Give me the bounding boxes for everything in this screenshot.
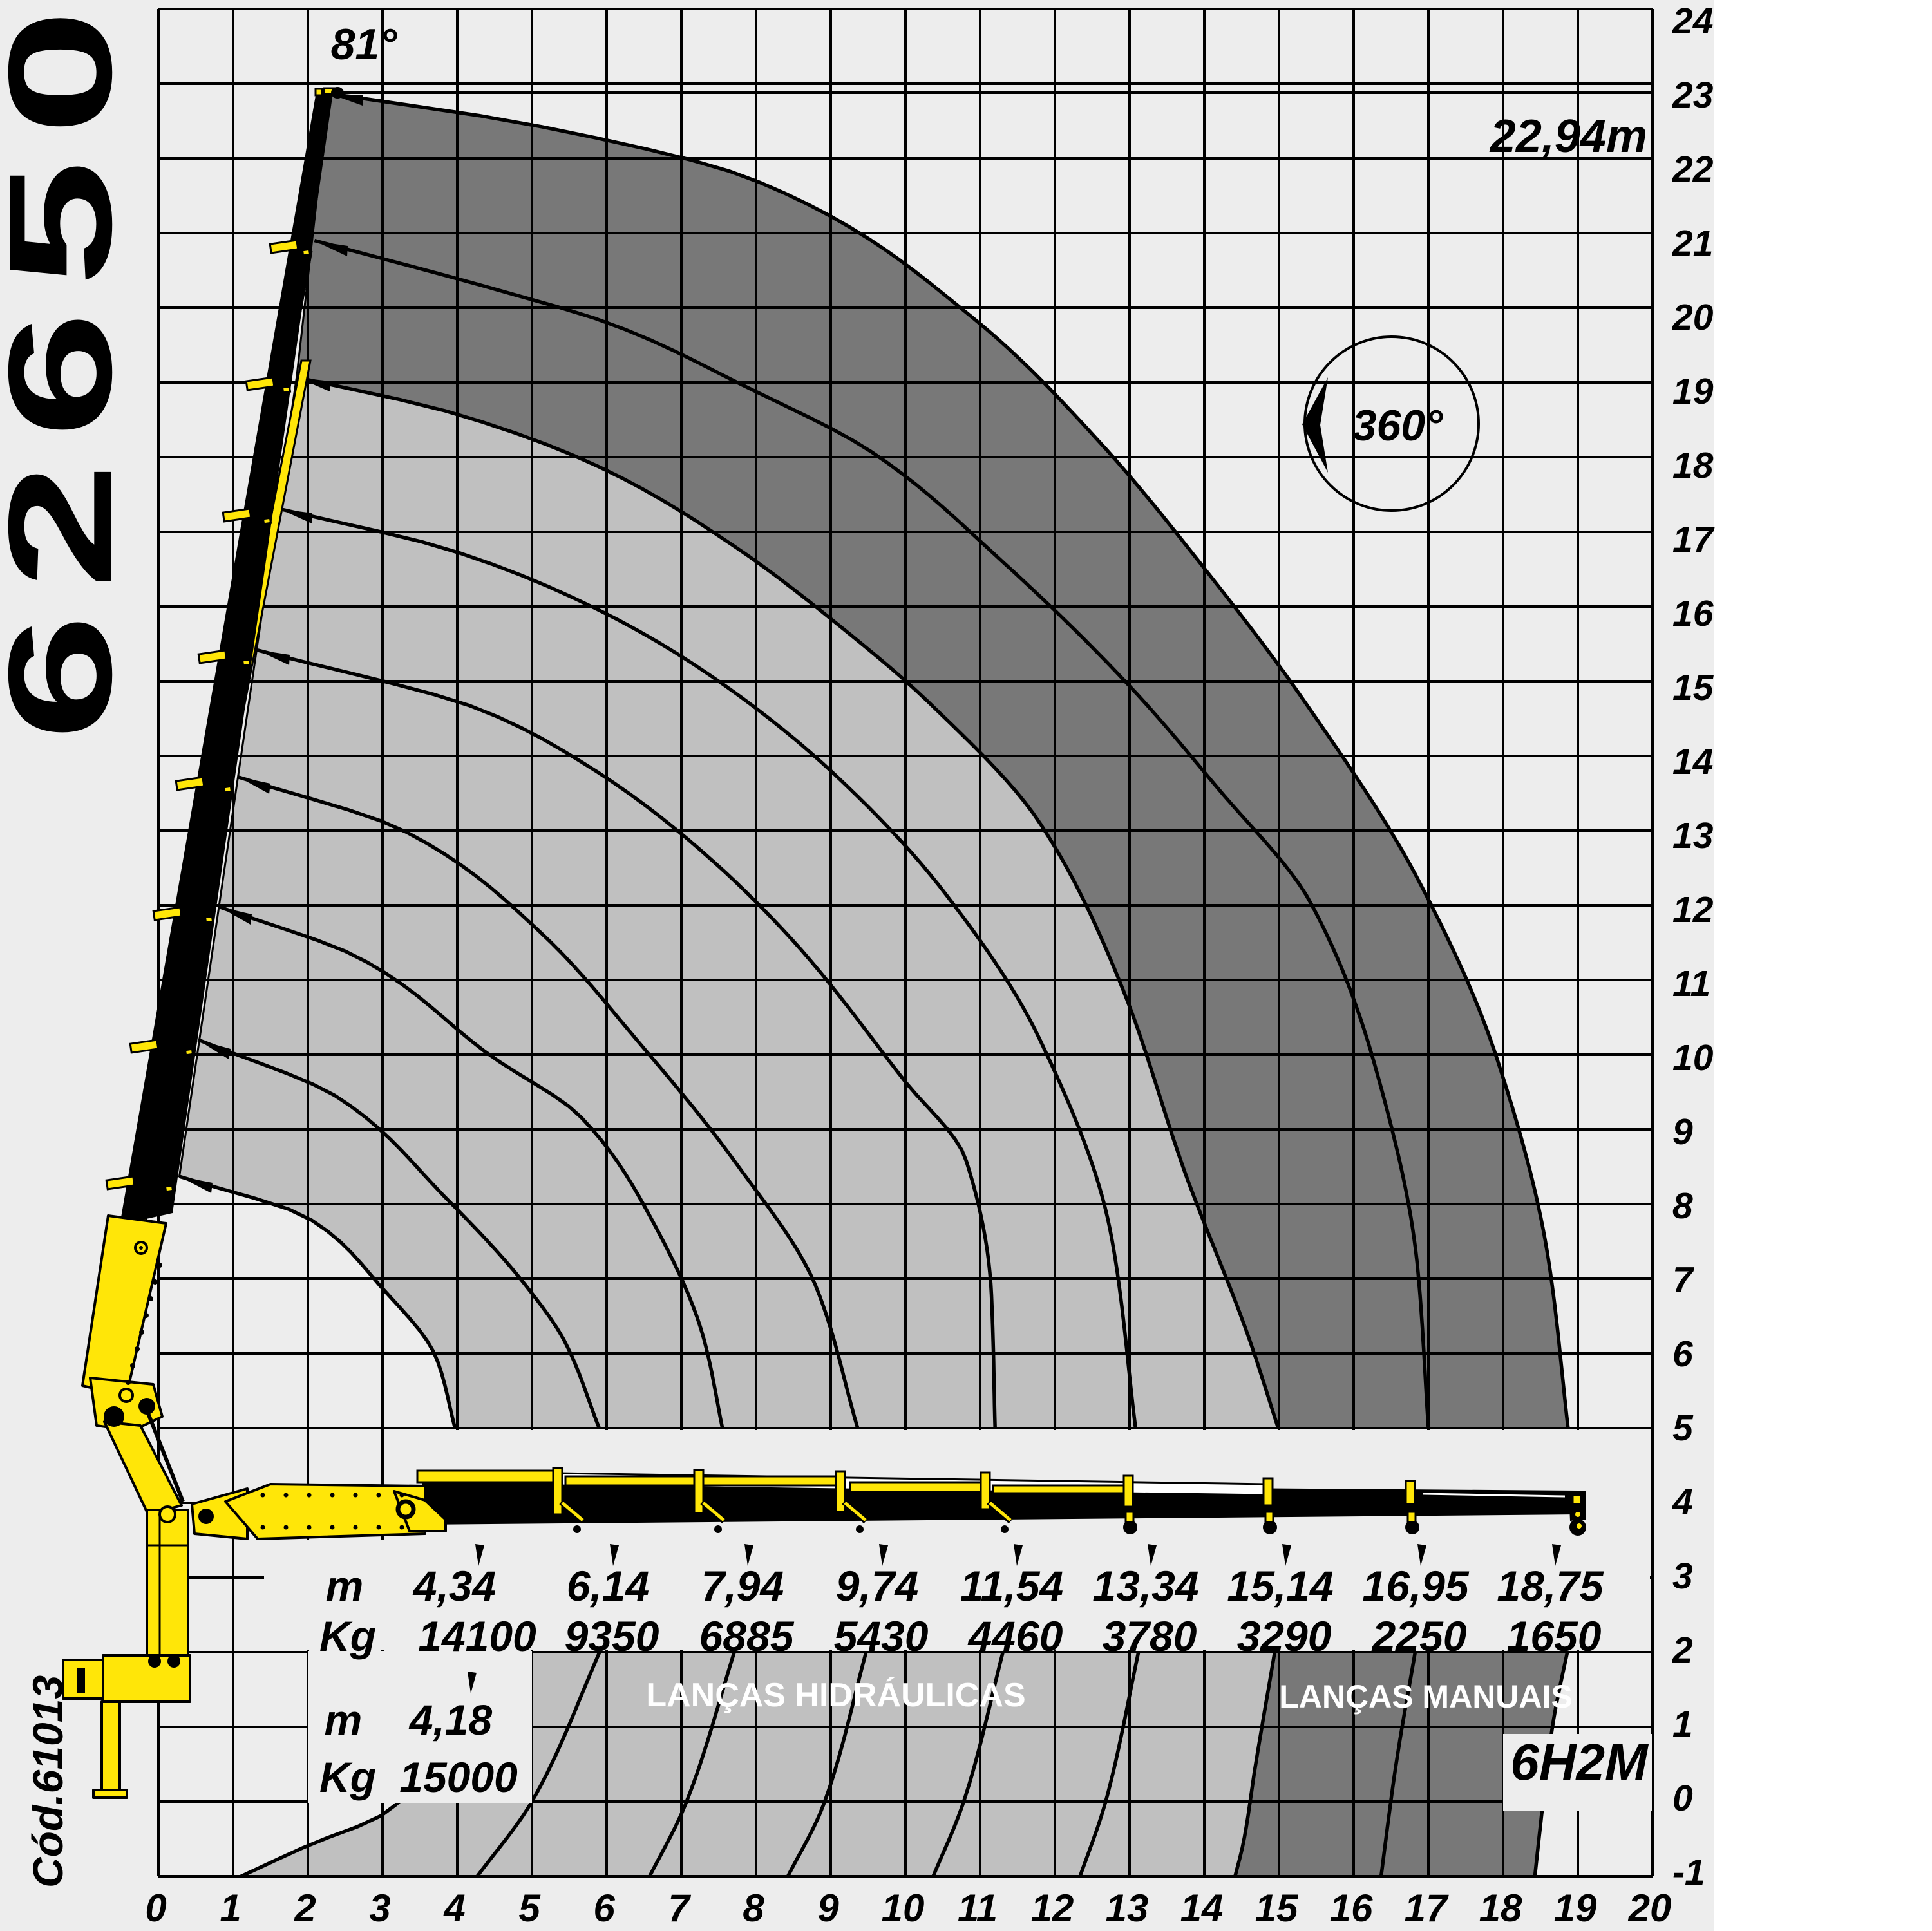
svg-text:18,75: 18,75 xyxy=(1497,1562,1604,1610)
svg-text:11: 11 xyxy=(958,1887,998,1930)
svg-text:5430: 5430 xyxy=(834,1612,929,1660)
svg-text:7: 7 xyxy=(1672,1259,1694,1301)
svg-text:20: 20 xyxy=(1628,1887,1672,1930)
svg-text:5: 5 xyxy=(1672,1408,1694,1449)
svg-text:6: 6 xyxy=(0,312,142,438)
svg-text:81°: 81° xyxy=(331,20,398,69)
svg-text:14: 14 xyxy=(1180,1887,1224,1930)
svg-text:4460: 4460 xyxy=(967,1612,1063,1660)
svg-text:12: 12 xyxy=(1031,1887,1074,1930)
svg-text:360°: 360° xyxy=(1352,401,1443,450)
svg-text:7,94: 7,94 xyxy=(701,1562,784,1610)
svg-text:8: 8 xyxy=(743,1887,764,1930)
svg-text:13: 13 xyxy=(1106,1887,1149,1930)
svg-text:4: 4 xyxy=(1672,1482,1693,1523)
svg-text:Cód.61013: Cód.61013 xyxy=(24,1675,71,1888)
svg-text:14: 14 xyxy=(1672,741,1713,782)
svg-text:-1: -1 xyxy=(1672,1852,1705,1893)
svg-text:3780: 3780 xyxy=(1103,1612,1197,1660)
svg-text:10: 10 xyxy=(1672,1037,1714,1079)
svg-text:9: 9 xyxy=(817,1887,839,1930)
svg-text:Kg: Kg xyxy=(319,1753,376,1801)
svg-text:24: 24 xyxy=(1672,1,1713,42)
svg-text:15: 15 xyxy=(1672,667,1714,708)
svg-text:15,14: 15,14 xyxy=(1227,1562,1333,1610)
svg-text:11: 11 xyxy=(1672,963,1710,1004)
svg-text:6: 6 xyxy=(0,614,142,741)
svg-text:6,14: 6,14 xyxy=(567,1562,649,1610)
svg-text:11,54: 11,54 xyxy=(960,1562,1063,1610)
svg-text:14100: 14100 xyxy=(418,1612,536,1660)
svg-text:4,18: 4,18 xyxy=(408,1696,493,1744)
svg-text:2: 2 xyxy=(294,1887,316,1930)
svg-text:LANÇAS HIDRÁULICAS: LANÇAS HIDRÁULICAS xyxy=(646,1677,1025,1714)
svg-text:15: 15 xyxy=(1255,1887,1299,1930)
svg-text:2: 2 xyxy=(1672,1630,1693,1671)
svg-text:12: 12 xyxy=(1672,889,1714,930)
svg-text:22,94m: 22,94m xyxy=(1489,111,1647,162)
svg-text:6885: 6885 xyxy=(699,1612,795,1660)
svg-text:16,95: 16,95 xyxy=(1362,1562,1469,1610)
svg-text:9350: 9350 xyxy=(565,1612,659,1660)
svg-text:1: 1 xyxy=(1672,1704,1693,1745)
svg-text:22: 22 xyxy=(1672,149,1714,190)
svg-text:19: 19 xyxy=(1554,1887,1597,1930)
svg-text:9,74: 9,74 xyxy=(836,1562,918,1610)
svg-text:5: 5 xyxy=(0,160,142,287)
svg-text:0: 0 xyxy=(1672,1778,1693,1819)
svg-text:8: 8 xyxy=(1672,1185,1693,1227)
svg-text:18: 18 xyxy=(1479,1887,1522,1930)
svg-text:3: 3 xyxy=(1672,1556,1693,1597)
svg-text:Kg: Kg xyxy=(319,1612,376,1660)
svg-text:6H2M: 6H2M xyxy=(1510,1733,1649,1791)
svg-text:13,34: 13,34 xyxy=(1092,1562,1198,1610)
svg-text:4: 4 xyxy=(443,1887,465,1930)
svg-text:13: 13 xyxy=(1672,815,1714,856)
svg-text:15000: 15000 xyxy=(399,1753,518,1801)
svg-text:6: 6 xyxy=(1672,1333,1693,1375)
svg-text:23: 23 xyxy=(1672,75,1714,116)
svg-text:m: m xyxy=(325,1696,363,1744)
svg-text:1650: 1650 xyxy=(1507,1612,1602,1660)
svg-text:7: 7 xyxy=(668,1887,691,1930)
svg-text:1: 1 xyxy=(220,1887,241,1930)
svg-text:0: 0 xyxy=(0,9,142,136)
svg-text:21: 21 xyxy=(1672,223,1713,264)
svg-text:17: 17 xyxy=(1672,519,1715,560)
svg-text:20: 20 xyxy=(1672,297,1714,338)
svg-text:LANÇAS MANUAIS: LANÇAS MANUAIS xyxy=(1279,1679,1573,1715)
svg-text:2250: 2250 xyxy=(1371,1612,1467,1660)
svg-text:16: 16 xyxy=(1330,1887,1373,1930)
svg-text:17: 17 xyxy=(1405,1887,1449,1930)
svg-text:0: 0 xyxy=(145,1887,166,1930)
svg-text:3290: 3290 xyxy=(1237,1612,1332,1660)
svg-text:6: 6 xyxy=(593,1887,615,1930)
svg-text:9: 9 xyxy=(1672,1111,1693,1153)
svg-text:4,34: 4,34 xyxy=(412,1562,496,1610)
svg-text:5: 5 xyxy=(518,1887,541,1930)
svg-text:16: 16 xyxy=(1672,593,1714,634)
svg-text:19: 19 xyxy=(1672,371,1714,412)
svg-text:18: 18 xyxy=(1672,445,1714,486)
svg-text:2: 2 xyxy=(0,463,142,590)
svg-text:10: 10 xyxy=(882,1887,925,1930)
svg-text:3: 3 xyxy=(369,1887,390,1930)
svg-text:m: m xyxy=(326,1562,364,1610)
